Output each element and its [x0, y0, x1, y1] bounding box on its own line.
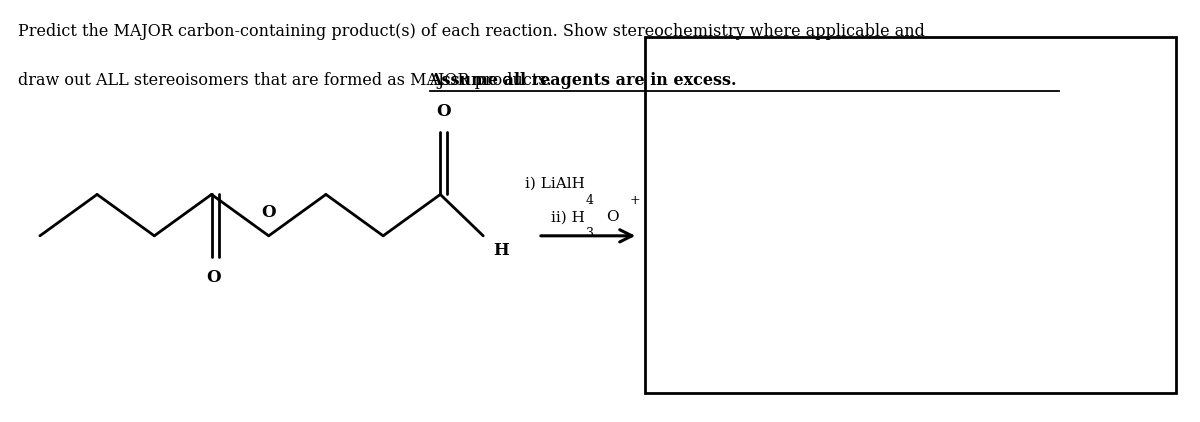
- Text: O: O: [206, 269, 221, 286]
- Text: O: O: [262, 204, 276, 222]
- Text: H: H: [493, 242, 509, 259]
- Text: 3: 3: [586, 227, 594, 240]
- Text: O: O: [606, 210, 618, 224]
- Text: ii) H: ii) H: [551, 210, 584, 224]
- Text: Predict the MAJOR carbon-containing product(s) of each reaction. Show stereochem: Predict the MAJOR carbon-containing prod…: [18, 23, 925, 40]
- Text: draw out ALL stereoisomers that are formed as MAJOR products.: draw out ALL stereoisomers that are form…: [18, 73, 557, 89]
- Text: O: O: [437, 103, 451, 120]
- Bar: [646, 37, 1176, 393]
- Text: 4: 4: [586, 194, 594, 207]
- Text: Assume all reagents are in excess.: Assume all reagents are in excess.: [430, 73, 737, 89]
- Text: i) LiAlH: i) LiAlH: [524, 177, 584, 191]
- Text: +: +: [630, 194, 641, 207]
